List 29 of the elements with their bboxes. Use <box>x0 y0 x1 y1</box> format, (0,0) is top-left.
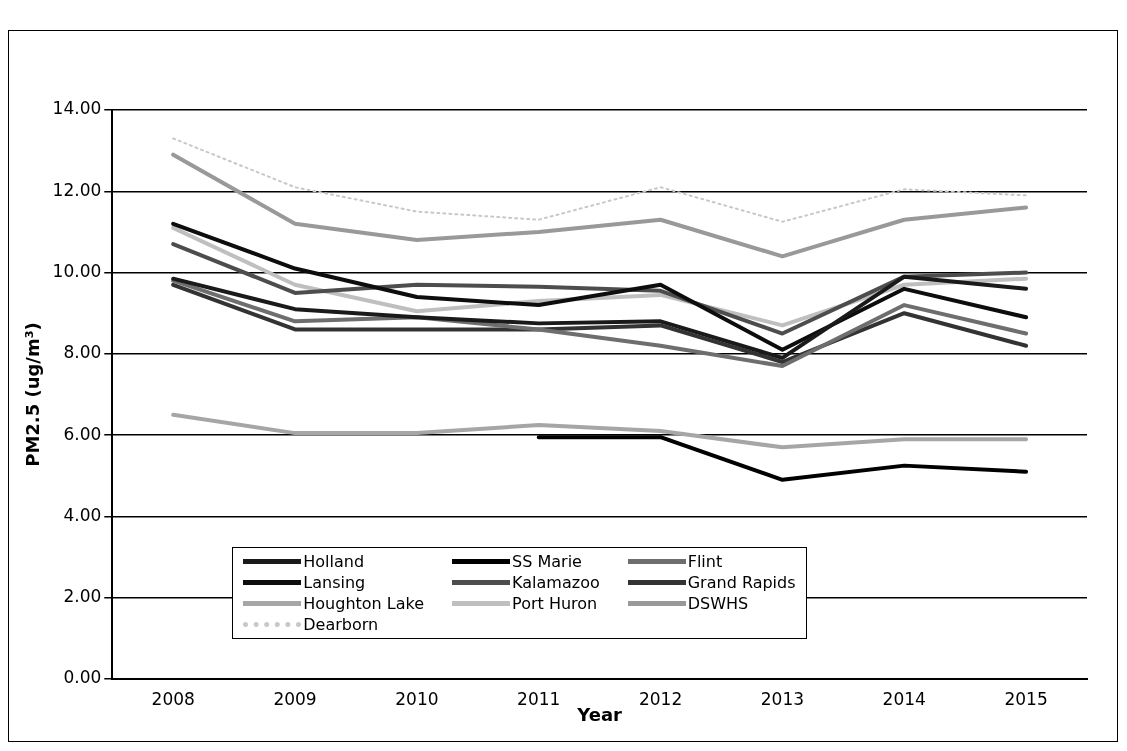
legend-label: Port Huron <box>512 594 598 613</box>
legend-label: Kalamazoo <box>512 573 600 592</box>
y-tick-label: 14.00 <box>52 98 102 119</box>
x-tick-label: 2012 <box>638 688 683 709</box>
y-tick-label: 2.00 <box>63 586 102 607</box>
legend-label: Houghton Lake <box>303 594 425 613</box>
y-tick-label: 8.00 <box>63 342 102 363</box>
y-axis-title: PM2.5 (ug/m³) <box>22 322 44 467</box>
x-tick-label: 2015 <box>1004 688 1048 709</box>
y-tick-label: 6.00 <box>63 423 102 444</box>
x-tick-label: 2008 <box>151 688 195 709</box>
legend-label: Holland <box>303 552 365 571</box>
x-tick-label: 2009 <box>273 688 317 709</box>
y-tick-label: 12.00 <box>52 179 102 200</box>
x-axis-title: Year <box>576 703 623 725</box>
y-tick-label: 4.00 <box>63 504 102 525</box>
y-tick-label: 10.00 <box>52 260 102 281</box>
legend-label: Flint <box>687 552 723 571</box>
x-tick-label: 2010 <box>395 688 439 709</box>
x-tick-label: 2013 <box>760 688 805 709</box>
line-series <box>172 137 1028 223</box>
x-tick-label: 2011 <box>517 688 561 709</box>
legend-label: Grand Rapids <box>687 573 796 592</box>
legend-label: SS Marie <box>512 552 582 571</box>
x-tick-label: 2014 <box>882 688 926 709</box>
legend-label: Lansing <box>303 573 366 592</box>
legend-label: Dearborn <box>303 615 379 634</box>
legend-label: DSWHS <box>687 594 749 613</box>
y-tick-label: 0.00 <box>63 667 102 688</box>
